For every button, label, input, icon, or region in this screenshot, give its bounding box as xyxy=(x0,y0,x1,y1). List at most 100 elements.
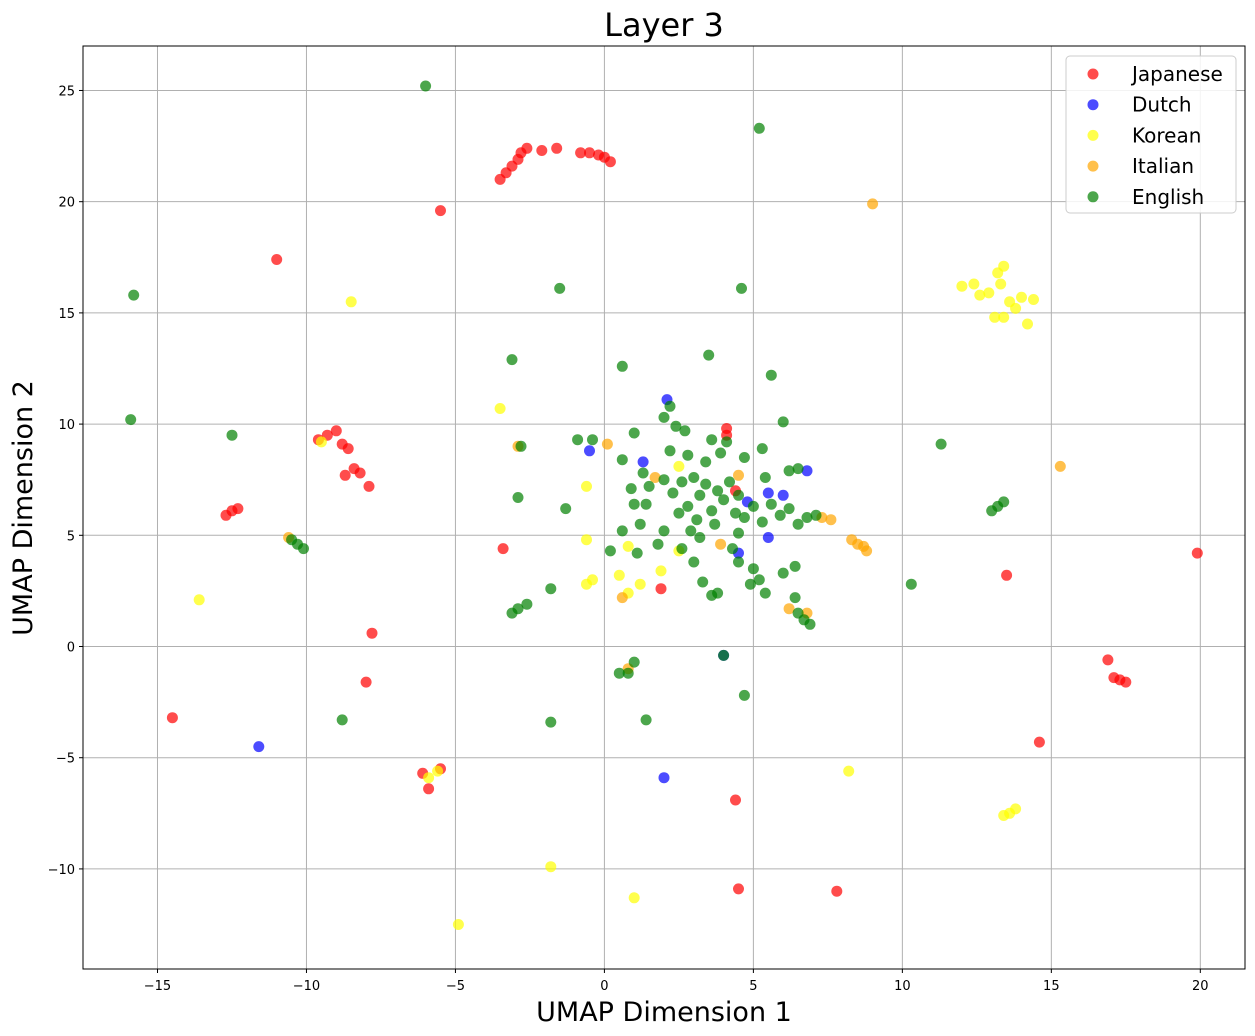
data-point xyxy=(733,469,744,481)
data-point xyxy=(125,414,137,426)
data-point xyxy=(738,689,750,701)
data-point xyxy=(721,436,733,448)
data-point xyxy=(792,463,804,475)
data-point xyxy=(628,656,640,668)
x-tick-label: −10 xyxy=(293,979,320,994)
y-tick-label: 25 xyxy=(58,84,75,99)
legend-label: Korean xyxy=(1132,123,1201,147)
data-point xyxy=(989,311,1001,323)
data-point xyxy=(724,476,735,488)
data-point xyxy=(366,627,378,639)
data-point xyxy=(658,474,670,486)
data-point xyxy=(637,456,649,468)
data-point xyxy=(747,563,759,575)
data-point xyxy=(715,447,727,459)
data-point xyxy=(777,489,789,501)
data-point xyxy=(733,489,744,501)
x-axis-label: UMAP Dimension 1 xyxy=(536,997,792,1028)
x-tick-label: 5 xyxy=(749,979,757,994)
data-point xyxy=(575,147,587,159)
series-japanese xyxy=(166,142,1203,897)
data-point xyxy=(628,498,640,510)
x-tick-label: 0 xyxy=(600,979,608,994)
data-point xyxy=(983,287,995,299)
data-point xyxy=(935,438,947,450)
data-point xyxy=(521,142,533,154)
data-point xyxy=(765,369,777,381)
data-point xyxy=(1010,803,1022,815)
data-point xyxy=(622,540,634,552)
data-point xyxy=(825,514,837,526)
data-point xyxy=(688,556,700,568)
legend-marker xyxy=(1087,191,1099,203)
data-point xyxy=(777,416,789,428)
data-point xyxy=(697,576,709,588)
y-axis-label: UMAP Dimension 2 xyxy=(8,380,39,636)
legend-label: English xyxy=(1132,185,1204,209)
data-point xyxy=(810,509,822,521)
data-point xyxy=(423,783,435,795)
data-point xyxy=(628,892,640,904)
data-point xyxy=(658,525,670,537)
data-point xyxy=(432,765,444,777)
data-point xyxy=(613,667,625,679)
data-point xyxy=(968,278,980,290)
y-tick-label: 5 xyxy=(67,529,75,544)
plot-frame xyxy=(82,45,1246,970)
data-point xyxy=(330,425,342,437)
legend-label: Japanese xyxy=(1130,62,1223,86)
data-point xyxy=(584,445,595,457)
data-point xyxy=(581,480,592,492)
data-point xyxy=(688,472,700,483)
data-point xyxy=(777,567,789,579)
data-point xyxy=(584,147,595,159)
data-point xyxy=(226,429,238,441)
data-point xyxy=(166,712,178,724)
data-point xyxy=(673,460,685,472)
data-point xyxy=(831,885,843,897)
data-point xyxy=(700,456,712,468)
data-point xyxy=(193,594,205,606)
data-point xyxy=(998,260,1010,272)
data-point xyxy=(616,454,628,466)
legend-marker xyxy=(1087,129,1099,141)
data-point xyxy=(718,494,730,506)
data-point xyxy=(747,500,759,512)
data-point xyxy=(1028,294,1039,305)
data-point xyxy=(354,467,366,479)
data-point xyxy=(232,503,244,515)
data-point xyxy=(271,254,283,265)
series-dutch xyxy=(253,394,813,784)
data-point xyxy=(682,500,694,512)
data-point xyxy=(640,498,652,510)
chart-title: Layer 3 xyxy=(604,6,724,44)
data-point xyxy=(342,443,354,455)
data-point xyxy=(715,538,727,550)
data-point xyxy=(634,518,646,530)
data-point xyxy=(703,349,715,361)
data-point xyxy=(998,496,1010,508)
x-tick-label: 20 xyxy=(1192,979,1209,994)
data-point xyxy=(789,592,801,604)
data-point xyxy=(515,440,527,452)
data-point xyxy=(721,423,733,434)
data-point xyxy=(733,883,744,895)
data-point xyxy=(789,560,801,572)
data-point xyxy=(658,411,670,423)
data-point xyxy=(756,516,768,528)
data-point xyxy=(643,480,655,492)
data-point xyxy=(545,861,557,873)
data-point xyxy=(676,476,688,488)
data-point xyxy=(506,354,518,366)
legend-marker xyxy=(1087,68,1099,80)
data-point xyxy=(867,198,879,210)
legend-box xyxy=(1065,55,1237,214)
data-point xyxy=(545,583,557,595)
legend: Japanese Dutch Korean Italian English xyxy=(1065,55,1237,214)
data-point xyxy=(676,543,688,555)
data-point xyxy=(128,289,140,301)
data-point xyxy=(1001,569,1013,581)
data-point xyxy=(512,603,524,615)
y-tick-label: −10 xyxy=(48,863,75,878)
